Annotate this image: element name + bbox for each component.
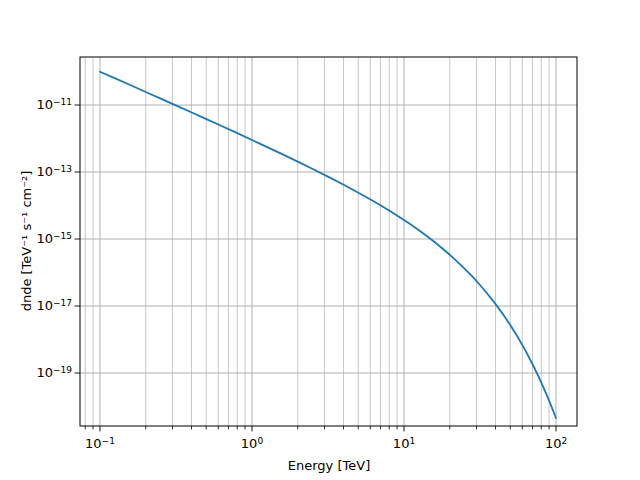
y-tick-label: 10−11 (36, 97, 72, 113)
flux-curve (100, 72, 556, 418)
x-axis-label: Energy [TeV] (288, 459, 370, 472)
x-tick-label: 100 (241, 436, 264, 452)
y-axis-label: dnde [TeV⁻¹ s⁻¹ cm⁻²] (20, 171, 33, 312)
y-tick-label: 10−15 (36, 231, 72, 247)
figure: 10−1 100 101 102 10−11 10−13 10−15 10−17 10−19 E… (0, 0, 640, 480)
x-tick-label: 102 (545, 436, 567, 452)
y-tick-label: 10−17 (36, 298, 72, 314)
plot-frame (80, 57, 577, 426)
spectrum-chart: 10−1 100 101 102 10−11 10−13 10−15 10−17 10−19 (0, 0, 640, 480)
x-tick-label: 101 (393, 436, 415, 452)
y-tick-label: 10−19 (36, 365, 72, 381)
x-tick-label: 10−1 (85, 436, 115, 452)
y-tick-label: 10−13 (36, 164, 72, 180)
